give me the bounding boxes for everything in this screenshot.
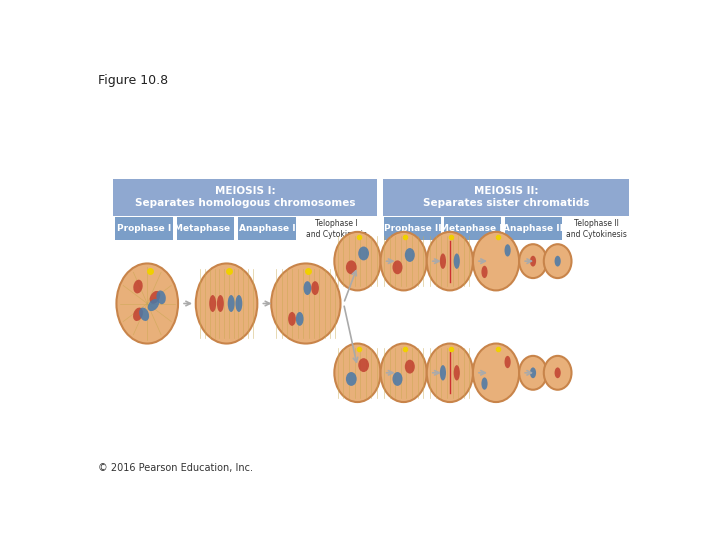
- Ellipse shape: [296, 312, 304, 326]
- Ellipse shape: [235, 295, 243, 312]
- Text: © 2016 Pearson Education, Inc.: © 2016 Pearson Education, Inc.: [98, 463, 253, 473]
- Text: Anaphase II: Anaphase II: [503, 224, 563, 233]
- Ellipse shape: [505, 244, 510, 256]
- Ellipse shape: [544, 244, 572, 278]
- Text: MEIOSIS I:
Separates homologous chromosomes: MEIOSIS I: Separates homologous chromoso…: [135, 186, 355, 208]
- Ellipse shape: [346, 372, 356, 386]
- Ellipse shape: [530, 367, 536, 378]
- Ellipse shape: [530, 256, 536, 267]
- Bar: [238, 217, 296, 240]
- Ellipse shape: [196, 264, 257, 343]
- Text: MEIOSIS II:
Separates sister chromatids: MEIOSIS II: Separates sister chromatids: [423, 186, 589, 208]
- Text: Prophase I: Prophase I: [117, 224, 171, 233]
- Ellipse shape: [554, 256, 561, 267]
- Ellipse shape: [427, 232, 473, 291]
- Ellipse shape: [148, 299, 159, 311]
- Ellipse shape: [392, 372, 402, 386]
- Ellipse shape: [405, 360, 415, 374]
- Ellipse shape: [139, 308, 149, 321]
- Ellipse shape: [228, 295, 235, 312]
- Bar: [115, 217, 173, 240]
- Ellipse shape: [150, 291, 161, 304]
- Ellipse shape: [473, 232, 519, 291]
- Ellipse shape: [405, 248, 415, 262]
- Ellipse shape: [454, 365, 460, 381]
- Bar: [505, 217, 562, 240]
- Ellipse shape: [544, 356, 572, 390]
- Ellipse shape: [359, 358, 369, 372]
- Ellipse shape: [473, 343, 519, 402]
- Bar: [383, 179, 629, 215]
- Text: Prophase II: Prophase II: [384, 224, 441, 233]
- Ellipse shape: [346, 260, 356, 274]
- Ellipse shape: [482, 266, 487, 278]
- Text: Figure 10.8: Figure 10.8: [98, 74, 168, 87]
- Ellipse shape: [217, 295, 224, 312]
- Ellipse shape: [519, 356, 547, 390]
- Ellipse shape: [381, 232, 427, 291]
- Text: Anaphase I: Anaphase I: [238, 224, 295, 233]
- Ellipse shape: [482, 377, 487, 390]
- Ellipse shape: [117, 264, 178, 343]
- Ellipse shape: [381, 343, 427, 402]
- Ellipse shape: [505, 356, 510, 368]
- Ellipse shape: [210, 295, 216, 312]
- Ellipse shape: [133, 280, 143, 293]
- Text: Metaphase I: Metaphase I: [174, 224, 237, 233]
- Ellipse shape: [454, 253, 460, 269]
- Bar: [113, 179, 377, 215]
- Ellipse shape: [304, 281, 311, 295]
- Text: Metaphase II: Metaphase II: [440, 224, 506, 233]
- Ellipse shape: [427, 343, 473, 402]
- Ellipse shape: [519, 244, 547, 278]
- Ellipse shape: [392, 260, 402, 274]
- Bar: [384, 217, 441, 240]
- Ellipse shape: [359, 247, 369, 260]
- Ellipse shape: [288, 312, 296, 326]
- Ellipse shape: [334, 343, 381, 402]
- Bar: [565, 217, 627, 240]
- Ellipse shape: [156, 291, 166, 304]
- Ellipse shape: [440, 253, 446, 269]
- Ellipse shape: [440, 365, 446, 381]
- Text: Telophase I
and Cytokinesis: Telophase I and Cytokinesis: [306, 219, 367, 239]
- Ellipse shape: [311, 281, 319, 295]
- Text: Telophase II
and Cytokinesis: Telophase II and Cytokinesis: [566, 219, 626, 239]
- Bar: [176, 217, 234, 240]
- Ellipse shape: [554, 367, 561, 378]
- Ellipse shape: [133, 308, 143, 321]
- Ellipse shape: [334, 232, 381, 291]
- Bar: [300, 217, 374, 240]
- Bar: [444, 217, 501, 240]
- Ellipse shape: [271, 264, 341, 343]
